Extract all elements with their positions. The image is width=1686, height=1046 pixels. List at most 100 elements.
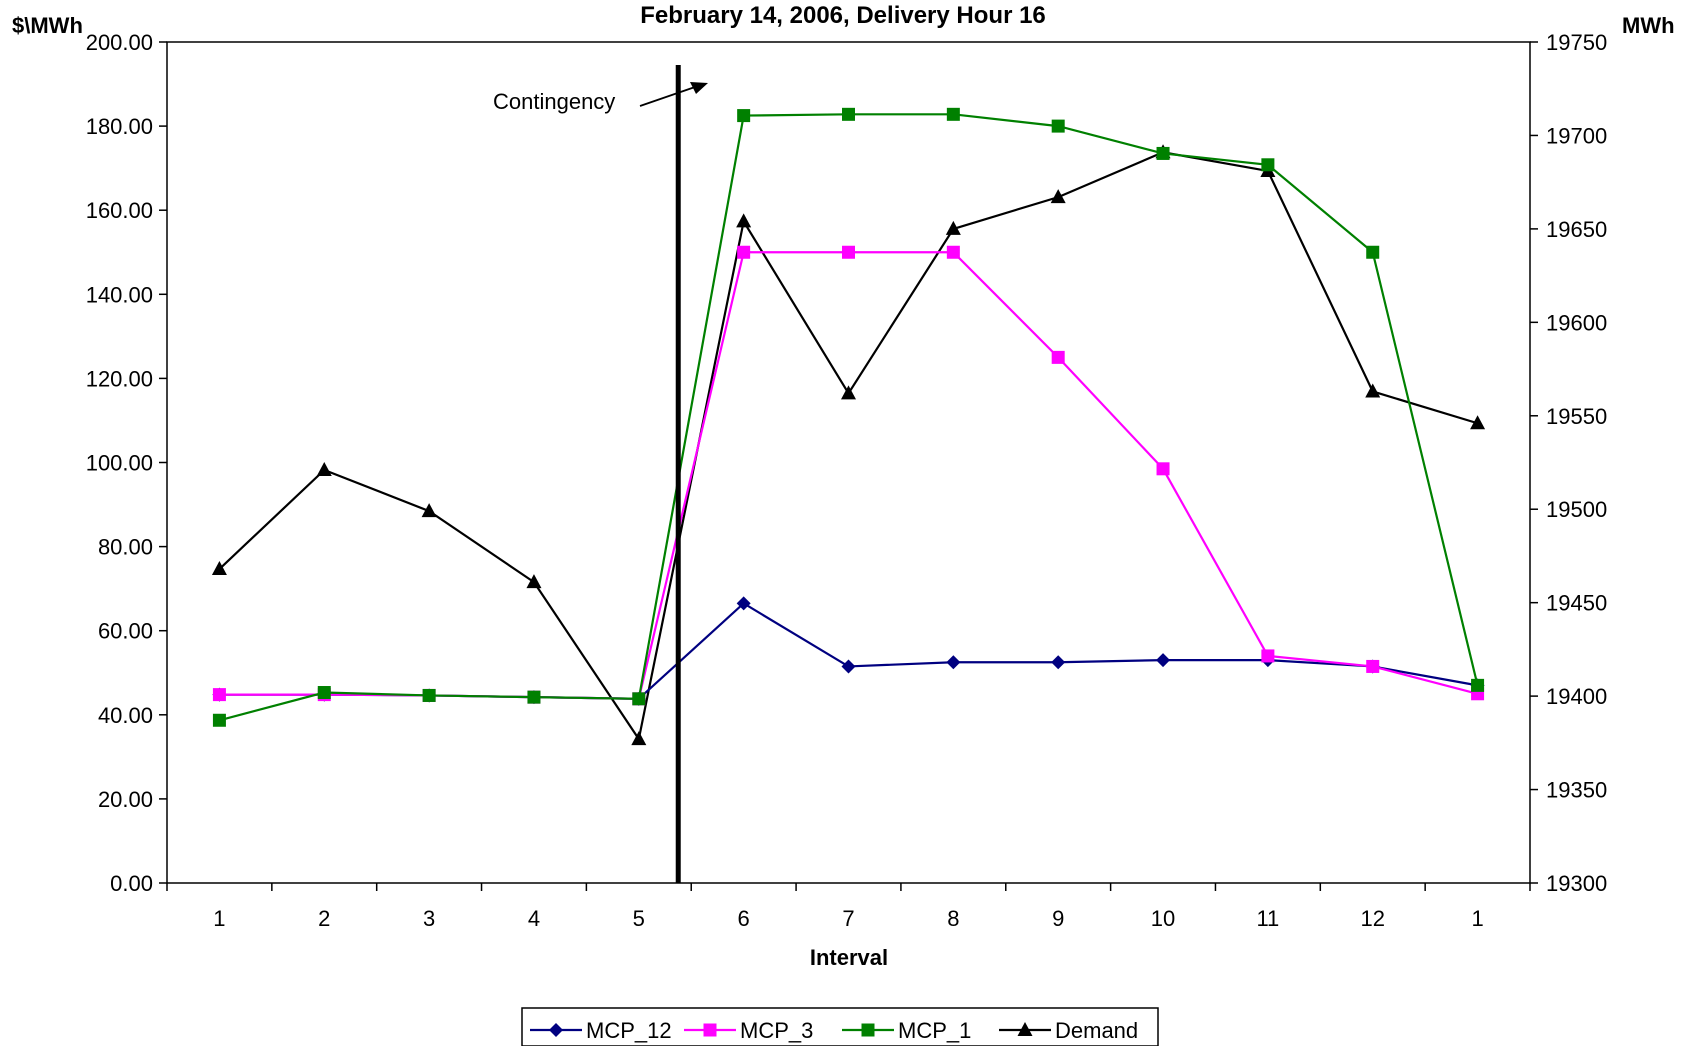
data-point-mcp-12: [1156, 653, 1171, 668]
data-point-mcp-1: [842, 107, 855, 121]
right-y-tick-label: 19600: [1546, 310, 1607, 335]
data-point-mcp-12: [1051, 655, 1066, 670]
right-y-tick-label: 19400: [1546, 684, 1607, 709]
right-y-tick-label: 19750: [1546, 30, 1607, 55]
data-point-demand: [1470, 415, 1486, 430]
data-point-mcp-1: [1471, 678, 1485, 692]
left-y-tick-label: 80.00: [98, 535, 153, 560]
left-y-tick-label: 40.00: [98, 703, 153, 728]
legend-marker-demand: [1017, 1022, 1033, 1036]
legend-item-mcp-3: MCP_3: [684, 1018, 813, 1043]
x-tick-label: 1: [1471, 906, 1483, 931]
x-tick-label: 4: [528, 906, 540, 931]
legend-item-demand: Demand: [999, 1018, 1138, 1043]
x-tick-label: 11: [1256, 906, 1279, 931]
right-y-tick-label: 19550: [1546, 404, 1607, 429]
series-mcp-1: [212, 107, 1485, 727]
left-y-tick-label: 160.00: [86, 198, 153, 223]
legend-label-mcp-1: MCP_1: [898, 1018, 971, 1043]
x-tick-label: 10: [1151, 906, 1175, 931]
x-axis-title: Interval: [810, 945, 888, 970]
left-y-tick-label: 200.00: [86, 30, 153, 55]
data-point-mcp-3: [1366, 659, 1380, 673]
left-y-tick-label: 20.00: [98, 787, 153, 812]
data-point-demand: [631, 731, 647, 746]
series-mcp-3: [212, 245, 1485, 706]
x-tick-label: 5: [633, 906, 645, 931]
series-line-mcp-12: [219, 602, 1478, 700]
data-point-mcp-3: [946, 245, 960, 259]
legend: MCP_12 MCP_3 MCP_1 Demand: [521, 1007, 1159, 1046]
left-y-tick-label: 120.00: [86, 366, 153, 391]
legend-item-mcp-12: MCP_12: [530, 1018, 672, 1043]
left-y-tick-label: 60.00: [98, 619, 153, 644]
legend-marker-mcp-1: [861, 1023, 875, 1037]
data-point-mcp-12: [736, 596, 751, 611]
data-point-demand: [736, 213, 752, 228]
data-point-mcp-1: [317, 686, 331, 700]
series-line-demand: [218, 151, 1478, 742]
data-point-mcp-12: [946, 655, 961, 670]
legend-marker-mcp-3: [703, 1023, 717, 1037]
right-y-tick-label: 19650: [1546, 217, 1607, 242]
legend-label-mcp-3: MCP_3: [740, 1018, 813, 1043]
right-y-tick-label: 19500: [1546, 497, 1607, 522]
data-point-demand: [945, 220, 961, 235]
legend-item-mcp-1: MCP_1: [842, 1018, 971, 1043]
data-point-mcp-1: [632, 692, 646, 706]
data-point-mcp-3: [1156, 462, 1170, 476]
data-point-demand: [211, 561, 227, 576]
x-tick-label: 2: [318, 906, 330, 931]
data-point-mcp-3: [842, 245, 855, 259]
x-tick-label: 7: [842, 906, 854, 931]
right-y-tick-label: 19300: [1546, 871, 1607, 896]
data-point-mcp-1: [422, 688, 436, 702]
left-axis-unit: $\MWh: [12, 13, 83, 38]
right-axis-unit: MWh: [1622, 13, 1675, 38]
data-point-mcp-1: [946, 107, 960, 121]
x-tick-label: 3: [423, 906, 435, 931]
data-point-mcp-3: [212, 688, 226, 702]
legend-box: [521, 1007, 1159, 1046]
data-point-mcp-1: [1261, 158, 1275, 172]
contingency-label: Contingency: [493, 89, 615, 114]
legend-label-demand: Demand: [1055, 1018, 1138, 1043]
right-y-tick-label: 19450: [1546, 591, 1607, 616]
data-point-mcp-1: [212, 713, 226, 727]
series-mcp-12: [212, 596, 1485, 706]
data-point-mcp-3: [737, 245, 751, 259]
left-y-tick-label: 100.00: [86, 451, 153, 476]
plot-area: [166, 41, 1531, 884]
data-point-mcp-1: [1051, 119, 1065, 133]
data-point-mcp-3: [1051, 350, 1065, 364]
data-point-mcp-1: [527, 690, 541, 704]
series-line-mcp-1: [219, 113, 1479, 722]
contingency-arrow: [639, 82, 708, 107]
axes: 0.00 20.00 40.00 60.00 80.00 100.00 120.00 140.…: [86, 30, 1607, 931]
left-y-tick-label: 140.00: [86, 282, 153, 307]
series-demand: [211, 144, 1486, 746]
right-y-tick-label: 19700: [1546, 123, 1607, 148]
data-point-demand: [841, 385, 856, 400]
x-tick-label: 1: [213, 906, 225, 931]
legend-marker-mcp-12: [549, 1023, 563, 1037]
series-line-mcp-3: [219, 251, 1478, 700]
data-point-demand: [526, 574, 542, 589]
left-y-tick-label: 180.00: [86, 114, 153, 139]
legend-label-mcp-12: MCP_12: [586, 1018, 672, 1043]
data-point-mcp-3: [1261, 649, 1275, 663]
data-point-mcp-1: [737, 109, 751, 123]
data-point-demand: [421, 503, 437, 518]
data-point-mcp-1: [1366, 245, 1380, 259]
data-point-mcp-12: [841, 659, 856, 674]
x-tick-label: 8: [947, 906, 959, 931]
x-tick-label: 9: [1052, 906, 1064, 931]
chart-title: February 14, 2006, Delivery Hour 16: [640, 2, 1046, 29]
data-point-demand: [1050, 189, 1066, 204]
x-tick-label: 6: [738, 906, 750, 931]
left-y-tick-label: 0.00: [110, 871, 153, 896]
x-tick-label: 12: [1360, 906, 1384, 931]
data-point-demand: [1365, 383, 1381, 398]
data-point-mcp-1: [1156, 146, 1170, 160]
